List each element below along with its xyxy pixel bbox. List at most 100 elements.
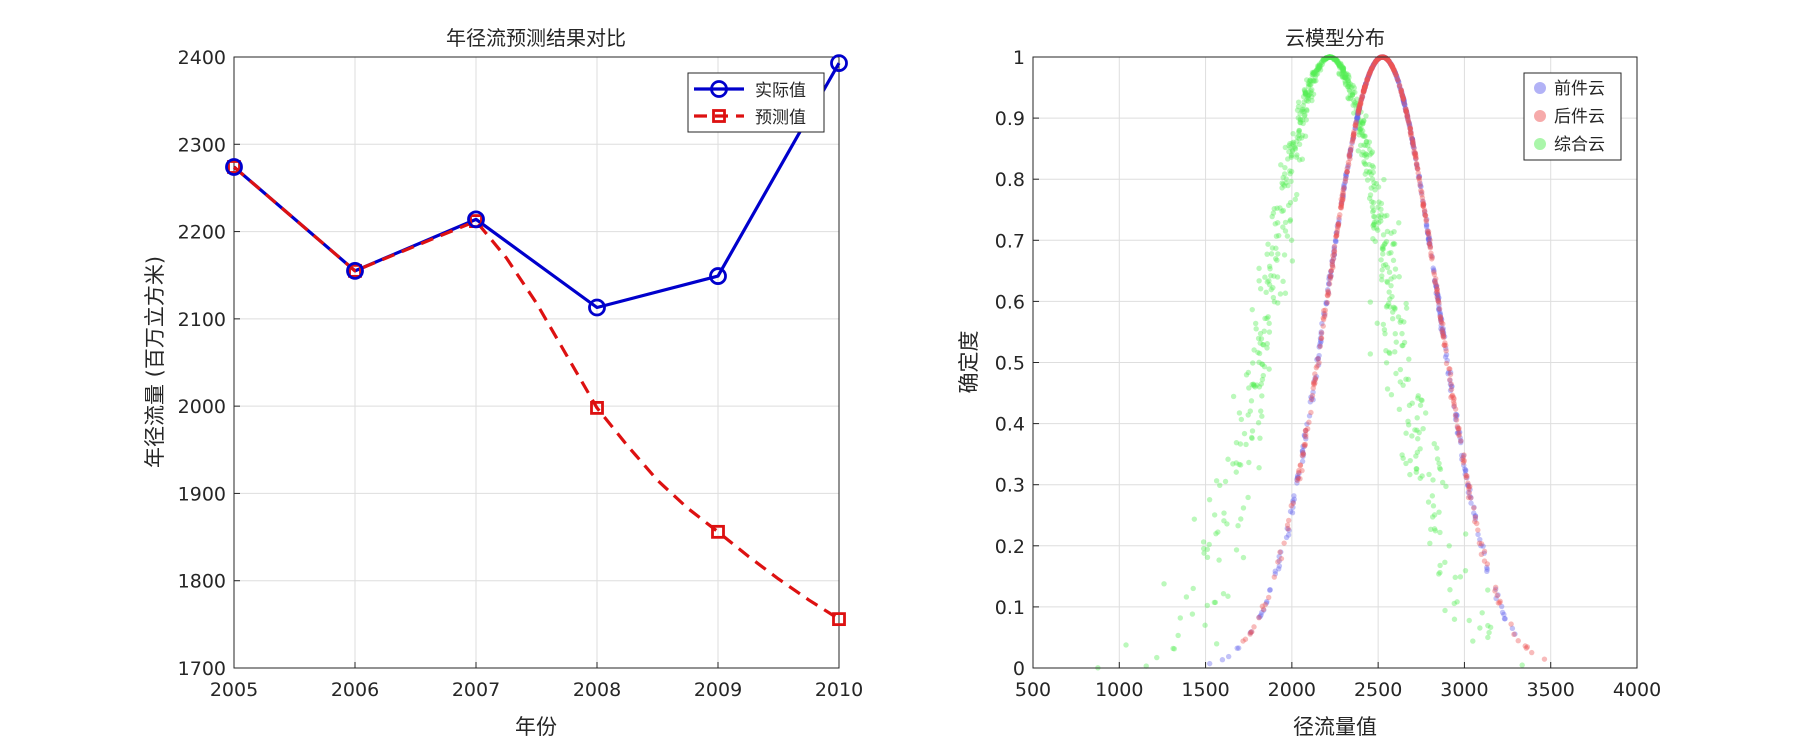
consequent-cloud-point	[1347, 148, 1354, 155]
antecedent-cloud-point	[1422, 211, 1428, 218]
combined-cloud-point	[1358, 109, 1364, 115]
antecedent-cloud-point	[1336, 216, 1342, 223]
antecedent-cloud-point	[1417, 183, 1424, 189]
consequent-cloud-point	[1399, 93, 1406, 99]
consequent-cloud-point	[1328, 268, 1334, 274]
antecedent-cloud-point	[1362, 84, 1368, 91]
combined-cloud-point	[1399, 342, 1405, 349]
combined-cloud-point	[1306, 92, 1312, 98]
combined-cloud-point	[1346, 83, 1353, 89]
combined-cloud-point	[1397, 319, 1403, 325]
antecedent-cloud-point	[1353, 120, 1359, 126]
combined-cloud-point	[1279, 180, 1285, 186]
combined-cloud-point	[1377, 215, 1384, 221]
combined-cloud-point	[1320, 57, 1326, 63]
consequent-cloud-point	[1429, 256, 1435, 262]
consequent-cloud-point	[1476, 540, 1483, 546]
combined-cloud-point	[1333, 59, 1340, 65]
combined-cloud-point	[1335, 60, 1341, 66]
combined-cloud-point	[1287, 218, 1293, 224]
antecedent-cloud-point	[1323, 299, 1329, 306]
left-plot-frame	[233, 56, 840, 669]
consequent-cloud-point	[1357, 101, 1364, 108]
legend-marker-consequent	[1534, 110, 1546, 122]
combined-cloud-point	[1414, 449, 1421, 455]
consequent-cloud-point	[1311, 379, 1317, 385]
antecedent-cloud-point	[1403, 108, 1410, 115]
consequent-cloud-point	[1465, 480, 1471, 486]
consequent-cloud-point	[1338, 203, 1345, 209]
antecedent-cloud-point	[1275, 566, 1282, 572]
consequent-cloud-point	[1423, 217, 1429, 223]
combined-cloud-point	[1213, 641, 1220, 647]
antecedent-cloud-point	[1394, 74, 1400, 80]
combined-cloud-point	[1296, 141, 1303, 148]
combined-cloud-point	[1363, 151, 1369, 158]
combined-cloud-point	[1302, 89, 1309, 95]
combined-cloud-point	[1357, 122, 1363, 128]
combined-cloud-point	[1393, 370, 1399, 377]
consequent-cloud-point	[1529, 649, 1535, 656]
antecedent-cloud-point	[1362, 81, 1369, 88]
consequent-cloud-point	[1389, 63, 1395, 69]
consequent-cloud-point	[1436, 300, 1442, 306]
antecedent-cloud-point	[1447, 369, 1454, 376]
antecedent-cloud-point	[1461, 462, 1467, 468]
antecedent-cloud-point	[1436, 302, 1442, 309]
combined-cloud-point	[1390, 241, 1396, 248]
consequent-cloud-point	[1318, 335, 1325, 342]
consequent-cloud-point	[1447, 366, 1453, 372]
consequent-cloud-point	[1322, 311, 1328, 317]
consequent-cloud-point	[1369, 65, 1375, 71]
combined-cloud-point	[1367, 351, 1374, 357]
combined-cloud-point	[1191, 516, 1198, 522]
combined-cloud-point	[1342, 74, 1348, 81]
consequent-cloud-point	[1440, 334, 1447, 341]
combined-cloud-point	[1379, 245, 1386, 251]
combined-cloud-point	[1250, 360, 1256, 366]
consequent-cloud-point	[1360, 88, 1367, 95]
combined-cloud-point	[1344, 76, 1350, 82]
combined-cloud-point	[1451, 616, 1458, 622]
antecedent-cloud-point	[1400, 97, 1406, 104]
antecedent-cloud-point	[1355, 108, 1362, 115]
consequent-cloud-point	[1396, 82, 1403, 88]
consequent-cloud-point	[1443, 342, 1449, 349]
consequent-cloud-point	[1247, 631, 1253, 637]
consequent-cloud-point	[1312, 371, 1318, 377]
consequent-cloud-point	[1439, 329, 1445, 335]
combined-cloud-point	[1175, 632, 1181, 639]
antecedent-cloud-point	[1388, 61, 1394, 68]
consequent-cloud-point	[1407, 125, 1413, 132]
combined-cloud-point	[1287, 140, 1293, 147]
consequent-cloud-point	[1284, 522, 1291, 528]
antecedent-cloud-point	[1431, 267, 1437, 273]
consequent-cloud-point	[1349, 139, 1355, 145]
combined-cloud-point	[1256, 465, 1262, 471]
antecedent-cloud-point	[1343, 173, 1349, 180]
combined-cloud-point	[1383, 238, 1390, 245]
consequent-cloud-point	[1355, 109, 1361, 116]
consequent-cloud-point	[1335, 223, 1342, 229]
consequent-cloud-point	[1341, 184, 1347, 191]
combined-cloud-point	[1331, 56, 1338, 63]
consequent-cloud-point	[1495, 600, 1502, 606]
consequent-cloud-point	[1374, 57, 1380, 63]
antecedent-cloud-point	[1426, 240, 1432, 246]
combined-cloud-point	[1302, 90, 1309, 96]
antecedent-cloud-point	[1459, 456, 1465, 462]
antecedent-cloud-point	[1365, 73, 1372, 79]
combined-cloud-point	[1288, 152, 1295, 158]
combined-cloud-point	[1320, 57, 1326, 63]
consequent-cloud-point	[1424, 228, 1431, 235]
antecedent-cloud-point	[1453, 411, 1459, 418]
consequent-cloud-point	[1400, 96, 1406, 102]
antecedent-cloud-point	[1396, 82, 1403, 89]
actual-point	[225, 158, 243, 176]
consequent-cloud-point	[1421, 207, 1428, 213]
combined-cloud-point	[1369, 162, 1375, 169]
combined-cloud-point	[1396, 406, 1403, 413]
consequent-cloud-point	[1449, 392, 1456, 398]
combined-cloud-point	[1400, 455, 1406, 461]
antecedent-cloud-point	[1370, 62, 1377, 68]
